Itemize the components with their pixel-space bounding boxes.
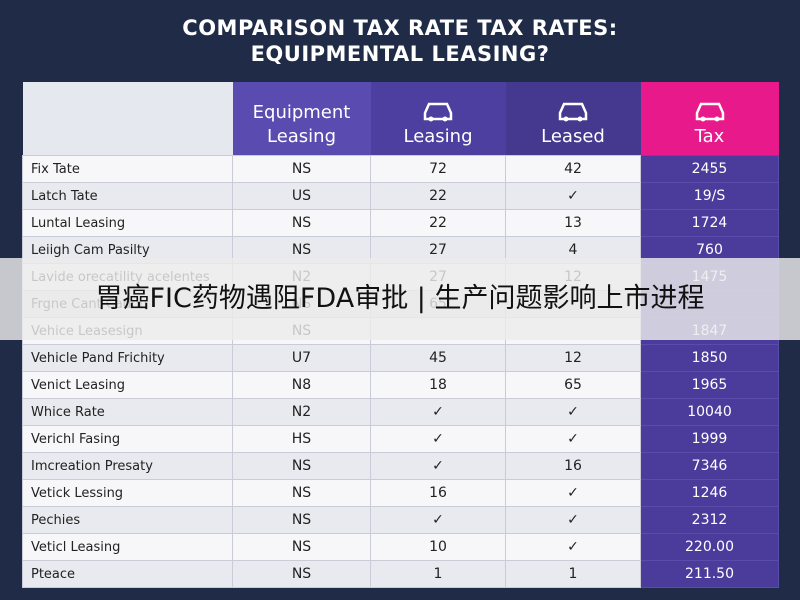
table-cell: 1 [370,560,506,588]
table-cell: NS [232,560,371,588]
table-cell: 12 [505,344,641,372]
table-cell: 65 [505,371,641,399]
car-icon [695,102,724,122]
header-label: Equipment Leasing [252,102,351,147]
table-cell: ✓ [505,182,641,210]
table-cell: Luntal Leasing [22,209,233,237]
table-cell: 211.50 [640,560,779,588]
table-cell: 18 [370,371,506,399]
table-cell: 1999 [640,425,779,453]
table-cell: ✓ [370,452,506,480]
table-cell: N2 [232,398,371,426]
table-cell: Pteace [22,560,233,588]
table-cell: 10040 [640,398,779,426]
table-cell: U7 [232,344,371,372]
header-row: Equipment Leasing Leasing Leased Tax [22,82,779,156]
table-cell: Verichl Fasing [22,425,233,453]
header-cell [22,82,233,156]
table-cell: Veticl Leasing [22,533,233,561]
table-cell: 7346 [640,452,779,480]
table-cell: NS [232,155,371,183]
table-cell: 42 [505,155,641,183]
table-cell: Venict Leasing [22,371,233,399]
table-cell: US [232,182,371,210]
table-cell: 1724 [640,209,779,237]
table-cell: Latch Tate [22,182,233,210]
table-row: Venict Leasing N8 18 65 1965 [22,371,779,399]
table-cell: 16 [370,479,506,507]
table-cell: NS [232,209,371,237]
table-cell: Vetick Lessing [22,479,233,507]
header-cell: Equipment Leasing [232,82,371,156]
table-cell: Imcreation Presaty [22,452,233,480]
table-row: Verichl Fasing HS ✓ ✓ 1999 [22,425,779,453]
table-cell: NS [232,506,371,534]
table-cell: HS [232,425,371,453]
table-cell: 45 [370,344,506,372]
table-cell: 16 [505,452,641,480]
table-row: Latch Tate US 22 ✓ 19/S [22,182,779,210]
car-icon [558,102,588,122]
table-cell: 72 [370,155,506,183]
table-cell: 13 [505,209,641,237]
table-cell: 19/S [640,182,779,210]
table-cell: Whice Rate [22,398,233,426]
table-cell: ✓ [505,398,641,426]
title-line: COMPARISON TAX RATE TAX RATES: [182,16,618,40]
table-row: Luntal Leasing NS 22 13 1724 [22,209,779,237]
header-label: Leased [541,126,605,147]
header-cell: Leasing [370,82,506,156]
table-cell: 22 [370,182,506,210]
table-cell: 2312 [640,506,779,534]
table-cell: NS [232,452,371,480]
car-icon [423,102,453,122]
table-cell: ✓ [370,506,506,534]
table-row: Fix Tate NS 72 42 2455 [22,155,779,183]
table-row: Vehicle Pand Frichity U7 45 12 1850 [22,344,779,372]
table-row: Imcreation Presaty NS ✓ 16 7346 [22,452,779,480]
table-cell: 1246 [640,479,779,507]
table-row: Pteace NS 1 1 211.50 [22,560,779,588]
table-cell: ✓ [370,398,506,426]
table-cell: NS [232,479,371,507]
table-row: Veticl Leasing NS 10 ✓ 220.00 [22,533,779,561]
table-cell: 1850 [640,344,779,372]
table-cell: ✓ [505,506,641,534]
table-cell: 2455 [640,155,779,183]
table-cell: 1 [505,560,641,588]
header-label: Leasing [403,126,473,147]
table-row: Whice Rate N2 ✓ ✓ 10040 [22,398,779,426]
table-cell: ✓ [505,425,641,453]
table-cell: Pechies [22,506,233,534]
table-cell: Fix Tate [22,155,233,183]
table-cell: ✓ [505,533,641,561]
table-cell: 220.00 [640,533,779,561]
table-cell: 10 [370,533,506,561]
table-cell: 1965 [640,371,779,399]
table-row: Vetick Lessing NS 16 ✓ 1246 [22,479,779,507]
table-cell: N8 [232,371,371,399]
header-cell: Tax [640,82,779,156]
header-cell: Leased [505,82,641,156]
table-cell: Vehicle Pand Frichity [22,344,233,372]
overlay-banner: 胃癌FIC药物遇阻FDA审批 | 生产问题影响上市进程 [0,258,800,340]
table-cell: ✓ [505,479,641,507]
title-line: EQUIPMENTAL LEASING? [250,42,550,66]
table-cell: NS [232,533,371,561]
table-row: Pechies NS ✓ ✓ 2312 [22,506,779,534]
table-cell: 22 [370,209,506,237]
table-cell: ✓ [370,425,506,453]
header-label: Tax [694,126,725,147]
